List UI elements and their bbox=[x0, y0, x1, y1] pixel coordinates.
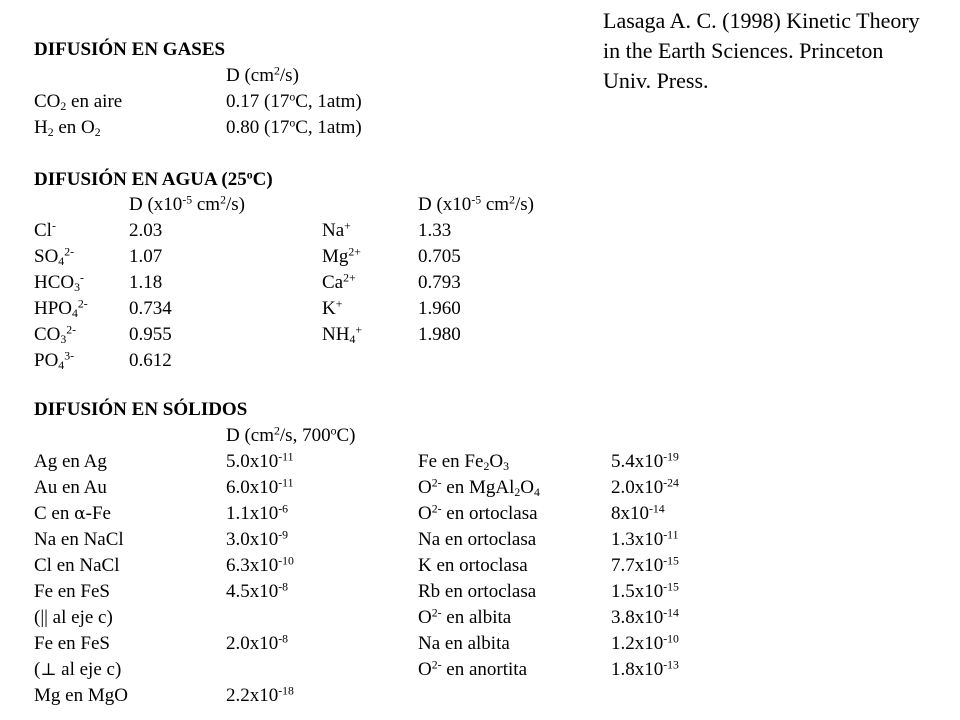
anion-label: Cl- bbox=[34, 219, 56, 241]
gas-diffusion-value: 0.17 (17oC, 1atm) bbox=[226, 90, 362, 112]
gas-species: H2 en O2 bbox=[34, 117, 101, 139]
cation-label: Na+ bbox=[322, 219, 351, 241]
cation-label: NH4+ bbox=[322, 323, 362, 346]
solid-diffusion-value: 2.0x10-8 bbox=[226, 632, 289, 654]
solid-species: Fe en Fe2O3 bbox=[418, 451, 509, 473]
anion-diffusion-value: 0.955 bbox=[129, 324, 172, 345]
anion-label: SO42- bbox=[34, 245, 74, 268]
cation-label: Ca2+ bbox=[322, 271, 356, 293]
water-unit-header-right: D (x10-5 cm2/s) bbox=[418, 193, 534, 215]
solid-diffusion-value: 6.3x10-10 bbox=[226, 554, 294, 576]
solid-species: Na en ortoclasa bbox=[418, 529, 537, 550]
cation-label: K+ bbox=[322, 297, 343, 319]
solid-species: O2- en albita bbox=[418, 606, 512, 628]
solid-diffusion-value: 1.1x10-6 bbox=[226, 502, 289, 524]
solid-species: Ag en Ag bbox=[34, 451, 107, 472]
reference-line: Lasaga A. C. (1998) Kinetic Theory bbox=[603, 8, 920, 33]
solid-diffusion-value: 3.8x10-14 bbox=[611, 606, 679, 628]
cation-diffusion-value: 1.33 bbox=[418, 220, 452, 241]
solids-heading: DIFUSIÓN EN SÓLIDOS bbox=[34, 399, 248, 420]
solid-species: Au en Au bbox=[34, 477, 107, 498]
anion-diffusion-value: 0.734 bbox=[129, 298, 172, 319]
reference-line: in the Earth Sciences. Princeton bbox=[603, 38, 884, 63]
anion-diffusion-value: 1.07 bbox=[129, 246, 163, 267]
water-heading: DIFUSIÓN EN AGUA (25oC) bbox=[34, 168, 273, 190]
solid-species: C en α-Fe bbox=[34, 503, 111, 524]
solid-species: O2- en ortoclasa bbox=[418, 502, 538, 524]
solid-species: Mg en MgO bbox=[34, 685, 128, 706]
solid-species: O2- en anortita bbox=[418, 658, 528, 680]
solid-species: (|| al eje c) bbox=[34, 607, 113, 628]
solid-species: O2- en MgAl2O4 bbox=[418, 476, 540, 499]
reference-citation: Lasaga A. C. (1998) Kinetic Theory in th… bbox=[603, 6, 920, 96]
cation-diffusion-value: 0.793 bbox=[418, 272, 461, 293]
gas-species: CO2 en aire bbox=[34, 91, 123, 113]
solid-diffusion-value: 1.3x10-11 bbox=[611, 528, 679, 550]
solid-species: K en ortoclasa bbox=[418, 555, 528, 576]
anion-label: HCO3- bbox=[34, 271, 84, 294]
solid-diffusion-value: 2.2x10-18 bbox=[226, 684, 294, 706]
solids-unit-header: D (cm2/s, 700oC) bbox=[226, 424, 356, 446]
solid-diffusion-value: 2.0x10-24 bbox=[611, 476, 679, 498]
solid-diffusion-value: 3.0x10-9 bbox=[226, 528, 289, 550]
anion-diffusion-value: 1.18 bbox=[129, 272, 163, 293]
gases-unit-header: D (cm2/s) bbox=[226, 64, 299, 86]
gas-diffusion-value: 0.80 (17oC, 1atm) bbox=[226, 116, 362, 138]
solid-species: Na en NaCl bbox=[34, 529, 124, 550]
anion-label: HPO42- bbox=[34, 297, 88, 320]
cation-label: Mg2+ bbox=[322, 245, 361, 267]
cation-diffusion-value: 1.980 bbox=[418, 324, 461, 345]
cation-diffusion-value: 1.960 bbox=[418, 298, 461, 319]
solid-diffusion-value: 6.0x10-11 bbox=[226, 476, 294, 498]
water-unit-header-left: D (x10-5 cm2/s) bbox=[129, 193, 245, 215]
solid-diffusion-value: 1.2x10-10 bbox=[611, 632, 679, 654]
solid-diffusion-value: 5.0x10-11 bbox=[226, 450, 294, 472]
anion-diffusion-value: 0.612 bbox=[129, 350, 172, 371]
solid-species: Na en albita bbox=[418, 633, 510, 654]
solid-diffusion-value: 8x10-14 bbox=[611, 502, 665, 524]
solid-diffusion-value: 4.5x10-8 bbox=[226, 580, 289, 602]
solid-species: Fe en FeS bbox=[34, 581, 110, 602]
reference-line: Univ. Press. bbox=[603, 68, 709, 93]
solid-diffusion-value: 5.4x10-19 bbox=[611, 450, 679, 472]
anion-diffusion-value: 2.03 bbox=[129, 220, 163, 241]
solid-species: (⊥ al eje c) bbox=[34, 659, 122, 680]
anion-label: CO32- bbox=[34, 323, 77, 346]
solid-species: Rb en ortoclasa bbox=[418, 581, 537, 602]
gases-heading: DIFUSIÓN EN GASES bbox=[34, 39, 226, 60]
anion-label: PO43- bbox=[34, 349, 74, 372]
cation-diffusion-value: 0.705 bbox=[418, 246, 461, 267]
solid-diffusion-value: 1.5x10-15 bbox=[611, 580, 679, 602]
solid-species: Cl en NaCl bbox=[34, 555, 120, 576]
solid-species: Fe en FeS bbox=[34, 633, 110, 654]
solid-diffusion-value: 7.7x10-15 bbox=[611, 554, 679, 576]
solid-diffusion-value: 1.8x10-13 bbox=[611, 658, 679, 680]
